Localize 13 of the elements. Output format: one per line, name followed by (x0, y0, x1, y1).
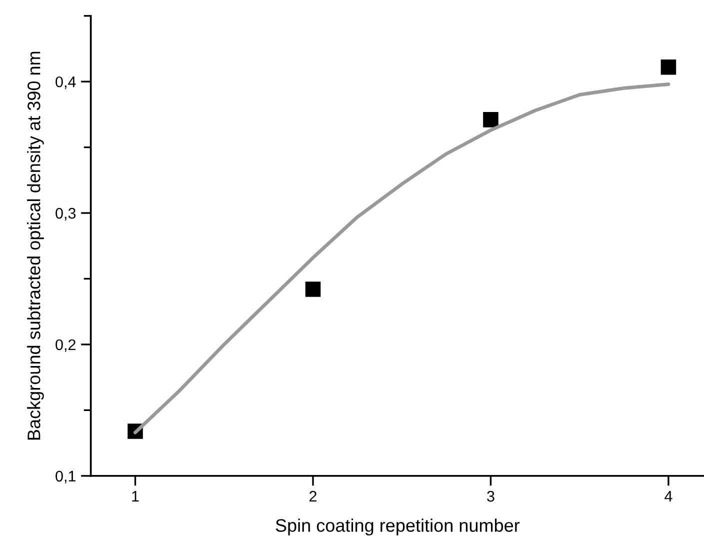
point (305, 282, 321, 297)
point (660, 59, 676, 75)
y-tick-label: 0,1 (56, 470, 76, 484)
y-tick-label: 0,2 (56, 339, 76, 352)
y-tick-label: 0,3 (56, 208, 76, 221)
point (483, 112, 498, 128)
x-tick-label: 1 (132, 491, 139, 502)
x-tick-label: 4 (664, 491, 672, 502)
x-tick-label: 3 (487, 490, 494, 502)
y-axis-title: Background subtracted optical density at 390 nm (27, 52, 44, 440)
x-axis-title: Spin coating repetition number (276, 518, 520, 536)
x-tick-label: 2 (310, 490, 316, 502)
y-tick-label: 0,4 (56, 76, 76, 90)
